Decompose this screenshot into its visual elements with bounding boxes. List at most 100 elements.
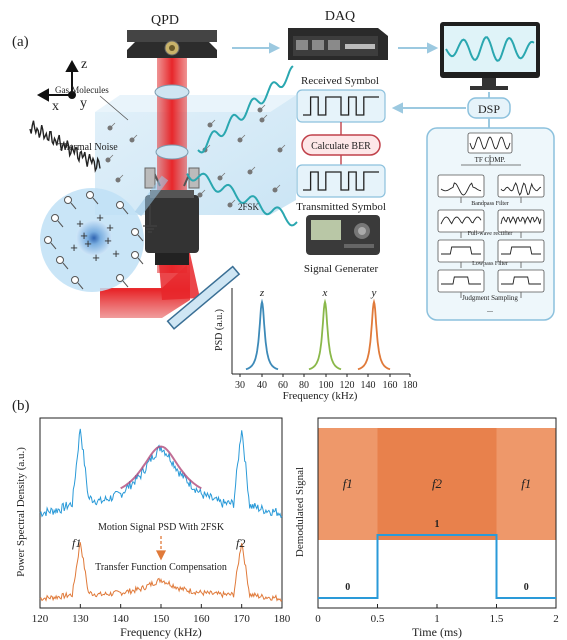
received-symbol-label: Received Symbol (301, 75, 379, 87)
inset-peak-label: y (371, 287, 377, 299)
dsp-ellipsis: ... (487, 305, 493, 314)
bubble-molecule (71, 276, 79, 284)
dsp-blocks (437, 132, 545, 298)
inset-x-tick-label: 180 (403, 380, 418, 391)
molecule-tail (259, 104, 266, 111)
signal-generator-device (306, 215, 380, 255)
bubble-molecule (116, 274, 124, 282)
transmitted-symbol-wave (303, 171, 379, 191)
dsp-step-block (437, 209, 485, 233)
dsp-step-block (437, 174, 485, 198)
calculate-ber-label: Calculate BER (311, 141, 371, 152)
inset-peak-line (357, 298, 391, 371)
flow-arrows-top (232, 42, 439, 54)
psd-f2-text: f2 (236, 536, 245, 550)
fsk-label: 2FSK (238, 202, 260, 212)
demod-bit-label: 0 (345, 582, 350, 593)
signal-generator-label: Signal Generater (304, 263, 379, 275)
psd-chart: 120 130 140 150 160 170 180 (32, 417, 291, 625)
bubble-molecule (56, 256, 64, 264)
molecule-tail (229, 199, 236, 206)
demod-bit-label: 1 (435, 519, 440, 530)
dsp-step-block (437, 239, 485, 263)
gas-molecules (105, 104, 286, 208)
plus-sign: + (80, 228, 88, 243)
bubble-molecule-tail (92, 197, 99, 205)
plus-sign: + (104, 233, 112, 248)
psd-x-tick-label: 170 (233, 613, 250, 625)
bubble-molecules (44, 191, 144, 290)
plus-sign: + (92, 250, 100, 265)
demod-band (318, 428, 378, 540)
dsp-to-received-arrow (391, 102, 466, 114)
axis-x-label: x (52, 99, 59, 114)
molecule-tail (279, 144, 286, 151)
bubble-molecule-tail (57, 220, 64, 228)
bubble-molecule-tail (122, 207, 129, 215)
dsp-step-wave (501, 246, 541, 255)
psd-annotation-compensation: Transfer Function Compensation (95, 562, 227, 573)
inset-x-tick-label: 120 (340, 380, 355, 391)
demod-band-label: f2 (432, 476, 443, 491)
bubble-molecule-tail (70, 202, 77, 210)
plus-sign: + (96, 210, 104, 225)
thermal-noise-label: Thermal Noise (58, 142, 118, 153)
dsp-fullwave-label: Full-wave rectifier (468, 230, 513, 237)
lens-top (154, 84, 190, 100)
daq-device (288, 28, 388, 60)
axis-z-label: z (81, 57, 87, 72)
psd-f2-label: f2 (236, 536, 245, 550)
bubble-molecule (51, 214, 59, 222)
bubble-molecule (116, 201, 124, 209)
molecule-tail (274, 184, 281, 191)
dsp-tf-wave (469, 136, 511, 150)
ground-symbol (143, 225, 157, 233)
molecule-tail (131, 134, 138, 141)
dsp-step-wave (441, 276, 481, 285)
psd-x-tick-label: 140 (112, 613, 129, 625)
coordinate-axes (36, 59, 79, 102)
dsp-step-block (497, 269, 545, 293)
molecule-tail (107, 154, 114, 161)
inset-peak-label: z (259, 287, 265, 299)
demod-chart: f1 f2 f1 0 0.5 1 1.5 2 0 1 0 (315, 417, 559, 625)
demod-band-label: f1 (521, 476, 531, 491)
dsp-lowpass-label: Lowpass Filter (472, 261, 508, 267)
bubble-molecule-tail (50, 242, 57, 250)
objective-lens (145, 190, 199, 265)
inset-xlabel: Frequency (kHz) (283, 390, 358, 402)
dsp-step-wave (500, 216, 542, 225)
panel-a-label: (a) (12, 34, 29, 50)
demod-bit-label: 0 (524, 582, 529, 593)
psd-x-tick-label: 120 (32, 613, 49, 625)
bubble-molecule (64, 196, 72, 204)
demod-x-tick-label: 2 (553, 613, 559, 625)
dsp-step-wave (440, 216, 482, 225)
thermal-noise-wave (29, 120, 101, 173)
dsp-step-wave (440, 182, 482, 196)
demod-band-label: f1 (343, 476, 353, 491)
demod-x-tick-label: 0.5 (371, 613, 385, 625)
dsp-step-block (437, 269, 485, 293)
daq-label: DAQ (325, 9, 355, 24)
psd-x-tick-label: 130 (72, 613, 89, 625)
plus-sign: + (70, 240, 78, 255)
charge-symbols: + ++ +++ +++ (70, 210, 120, 265)
demod-ylabel: Demodulated Signal (294, 467, 306, 557)
inset-x-tick-label: 100 (319, 380, 334, 391)
demod-band (496, 428, 556, 540)
psd-f1-label: f1 (72, 536, 81, 550)
molecule-tail (249, 166, 256, 173)
demod-x-tick-label: 0 (315, 613, 321, 625)
psd-x-tick-label: 180 (274, 613, 291, 625)
dsp-step-wave (500, 181, 542, 196)
transmitted-symbol-label: Transmitted Symbol (296, 201, 386, 213)
psd-x-tick-label: 160 (193, 613, 210, 625)
psd-ylabel: Power Spectral Density (a.u.) (15, 447, 27, 577)
inset-peak-line (308, 298, 342, 371)
inset-x-tick-label: 40 (257, 380, 267, 391)
panel-b-label: (b) (12, 398, 30, 414)
bubble-molecule-tail (122, 280, 129, 288)
inset-peak-line (245, 298, 279, 371)
